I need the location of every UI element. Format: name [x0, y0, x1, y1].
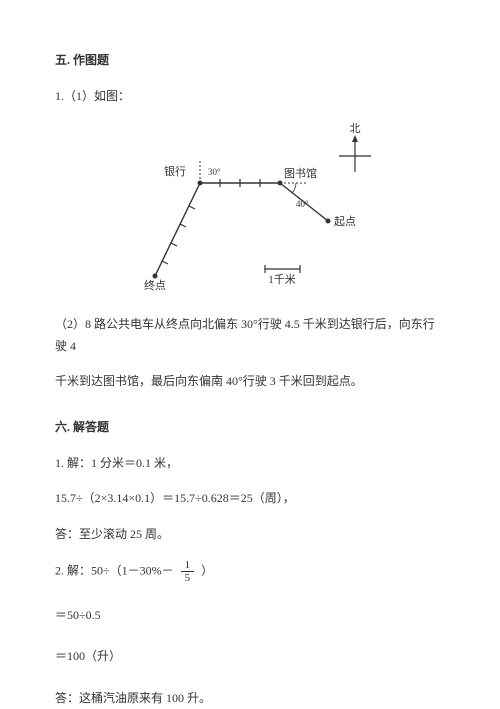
route-diagram: 北 30° 40° — [55, 121, 445, 296]
q1-part2a: （2）8 路公共电车从终点向北偏东 30°行驶 4.5 千米到达银行后，向东行驶… — [55, 314, 445, 357]
q6-2-l2: ＝50÷0.5 — [55, 605, 445, 627]
start-label: 起点 — [334, 215, 356, 228]
nodes — [153, 181, 331, 279]
q6-2-pre: 2. 解：50÷（1－30%－ — [55, 564, 174, 578]
q1-intro: 1.（1）如图： — [55, 86, 445, 108]
q6-2-l3: ＝100（升） — [55, 646, 445, 668]
end-label: 终点 — [144, 278, 166, 292]
angle40-label: 40° — [296, 199, 309, 209]
bank-label: 银行 — [164, 164, 186, 178]
q6-2-l1: 2. 解：50÷（1－30%－ 1 5 ） — [55, 559, 445, 584]
frac-den: 5 — [181, 572, 195, 584]
q6-1-l2: 15.7÷（2×3.14×0.1）＝15.7÷0.628＝25（周）， — [55, 488, 445, 510]
q6-1-l1: 1. 解：1 分米＝0.1 米， — [55, 453, 445, 475]
section-6-title: 六. 解答题 — [55, 417, 445, 439]
scale-bar — [265, 265, 300, 273]
angle30-label: 30° — [208, 167, 221, 177]
ticks-1 — [162, 206, 195, 264]
q6-1-l3: 答：至少滚动 25 周。 — [55, 524, 445, 546]
q6-2-post: ） — [201, 564, 213, 578]
section-5-title: 五. 作图题 — [55, 50, 445, 72]
diagram-svg: 北 30° 40° — [55, 121, 445, 296]
fraction-1-5: 1 5 — [181, 559, 195, 584]
q6-2-l4: 答：这桶汽油原来有 100 升。 — [55, 688, 445, 709]
north-label: 北 — [350, 122, 361, 135]
library-label: 图书馆 — [284, 166, 317, 180]
route-lines — [155, 183, 328, 276]
angle40-arc — [292, 183, 296, 193]
scale-label: 1千米 — [268, 273, 296, 286]
compass: 北 — [339, 122, 371, 172]
frac-num: 1 — [181, 559, 195, 572]
q1-part2b: 千米到达图书馆，最后向东偏南 40°行驶 3 千米回到起点。 — [55, 371, 445, 393]
